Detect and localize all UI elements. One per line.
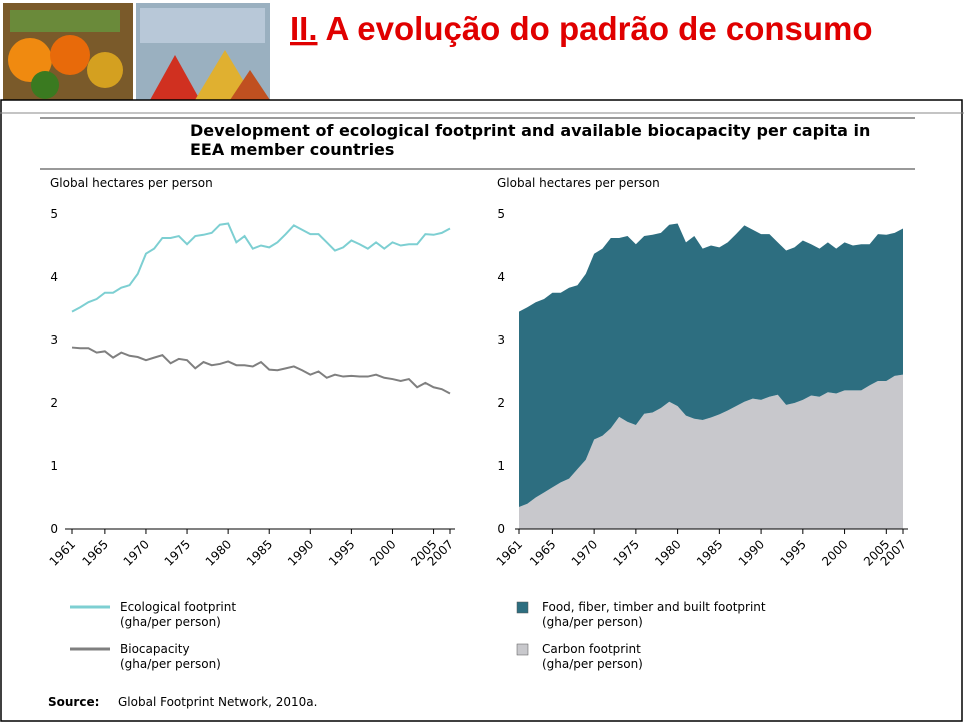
series-line: [71, 222, 451, 313]
x-tick-label: 1961: [47, 537, 78, 568]
x-tick-label: 1970: [121, 537, 152, 568]
figure-title: Development of ecological footprint and …: [190, 121, 871, 159]
y-tick-label: 3: [497, 333, 505, 347]
x-tick-label: 2000: [367, 537, 398, 568]
source-text: Global Footprint Network, 2010a.: [118, 695, 318, 709]
slide-frame: [0, 99, 963, 722]
x-tick-label: 1965: [527, 537, 558, 568]
x-tick-label: 1975: [610, 537, 641, 568]
x-tick-label: 1990: [736, 537, 767, 568]
y-tick-label: 2: [50, 396, 58, 410]
legend-label: Food, fiber, timber and built footprint …: [542, 600, 766, 629]
y-tick-label: 0: [50, 522, 58, 536]
series-area: [519, 374, 903, 529]
y-tick-label: 5: [50, 207, 58, 221]
legend-swatch: [516, 643, 529, 656]
y-tick-label: 1: [497, 459, 505, 473]
photo: [3, 3, 270, 100]
y-tick-label: 4: [497, 270, 505, 284]
x-tick-label: 1990: [285, 537, 316, 568]
title-number: II.: [290, 10, 318, 47]
x-tick-label: 1980: [652, 537, 683, 568]
series-area: [519, 223, 903, 507]
y-tick-label: 2: [497, 396, 505, 410]
x-tick-label: 1975: [162, 537, 193, 568]
x-tick-label: 1970: [569, 537, 600, 568]
x-tick-label: 1985: [244, 537, 275, 568]
legend-label: Ecological footprint (gha/per person): [120, 600, 237, 629]
x-tick-label: 1980: [203, 537, 234, 568]
legend-swatch: [516, 601, 529, 614]
x-tick-label: 1961: [494, 537, 525, 568]
x-tick-label: 1995: [326, 537, 357, 568]
y-tick-label: 5: [497, 207, 505, 221]
source-label: Source:: [48, 695, 100, 709]
series-line: [71, 346, 451, 395]
legend-label: Carbon footprint (gha/per person): [542, 642, 643, 671]
slide-title: II. A evolução do padrão de consumo: [290, 10, 873, 47]
x-tick-label: 1995: [777, 537, 808, 568]
x-tick-label: 2000: [819, 537, 850, 568]
legend-label: Biocapacity (gha/per person): [120, 642, 221, 671]
y-tick-label: 0: [497, 522, 505, 536]
x-tick-label: 1965: [79, 537, 110, 568]
y-tick-label: 3: [50, 333, 58, 347]
x-tick-label: 1985: [694, 537, 725, 568]
y-axis-label: Global hectares per person: [497, 176, 660, 190]
title-text: A evolução do padrão de consumo: [326, 10, 873, 47]
y-tick-label: 4: [50, 270, 58, 284]
y-tick-label: 1: [50, 459, 58, 473]
y-axis-label: Global hectares per person: [50, 176, 213, 190]
